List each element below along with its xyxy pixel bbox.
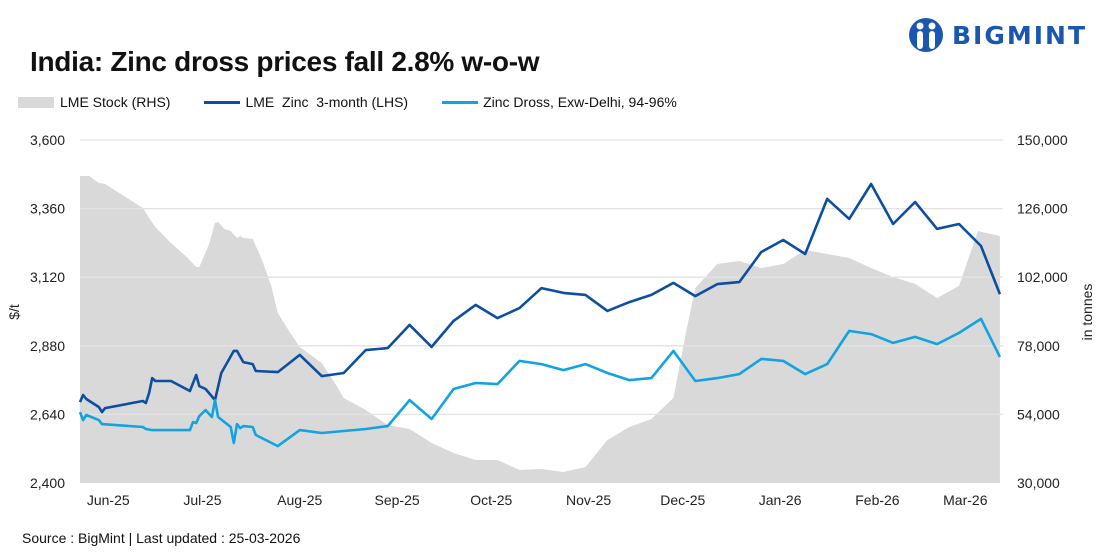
legend-item-lme-zinc: LME Zinc 3-month (LHS) <box>204 94 408 110</box>
y-axis-title-left: $/t <box>6 304 22 320</box>
x-tick-label: Mar-26 <box>943 492 988 508</box>
source-note: Source : BigMint | Last updated : 25-03-… <box>22 530 301 546</box>
legend-swatch-line <box>442 100 479 104</box>
x-tick-label: Oct-25 <box>470 492 512 508</box>
legend-label: Zinc Dross, Exw-Delhi, 94-96% <box>483 94 677 110</box>
x-tick-label: Aug-25 <box>277 492 322 508</box>
legend-swatch-area <box>18 96 54 108</box>
y-tick-label-right: 30,000 <box>1017 475 1060 491</box>
y-tick-label-left: 3,600 <box>30 132 65 148</box>
y-tick-label-left: 3,120 <box>30 269 65 285</box>
legend-swatch-line <box>204 100 241 104</box>
y-tick-label-right: 150,000 <box>1017 132 1068 148</box>
y-tick-label-right: 126,000 <box>1017 201 1068 217</box>
y-tick-label-left: 2,400 <box>30 475 65 491</box>
zinc-dross-line <box>78 317 1002 448</box>
chart-title: India: Zinc dross prices fall 2.8% w-o-w <box>30 46 540 77</box>
y-tick-label-right: 78,000 <box>1017 338 1060 354</box>
legend: LME Stock (RHS) LME Zinc 3-month (LHS) Z… <box>18 94 711 110</box>
x-tick-label: Dec-25 <box>660 492 705 508</box>
bigmint-logo: BIGMINT <box>908 16 1087 54</box>
logo-text: BIGMINT <box>952 20 1088 50</box>
x-tick-label: Jun-25 <box>87 492 130 508</box>
legend-item-zinc-dross: Zinc Dross, Exw-Delhi, 94-96% <box>442 94 677 110</box>
lme-zinc-line <box>78 182 1002 414</box>
y-tick-label-left: 3,360 <box>30 201 65 217</box>
x-tick-label: Jul-25 <box>183 492 221 508</box>
legend-label: LME Stock (RHS) <box>60 94 171 110</box>
x-tick-label: Nov-25 <box>566 492 611 508</box>
x-tick-label: Feb-26 <box>855 492 900 508</box>
y-tick-label-right: 102,000 <box>1017 269 1068 285</box>
bigmint-people-logo-icon <box>909 18 943 52</box>
legend-item-lme-stock: LME Stock (RHS) <box>18 94 170 110</box>
y-tick-label-left: 2,880 <box>30 338 65 354</box>
y-axis-title-right: in tonnes <box>1079 284 1095 341</box>
y-tick-label-left: 2,640 <box>30 406 65 422</box>
y-tick-label-right: 54,000 <box>1017 406 1060 422</box>
legend-label: LME Zinc 3-month (LHS) <box>245 94 409 110</box>
x-tick-label: Jan-26 <box>759 492 802 508</box>
lme-stock-area <box>80 176 1000 483</box>
x-tick-label: Sep-25 <box>375 492 420 508</box>
